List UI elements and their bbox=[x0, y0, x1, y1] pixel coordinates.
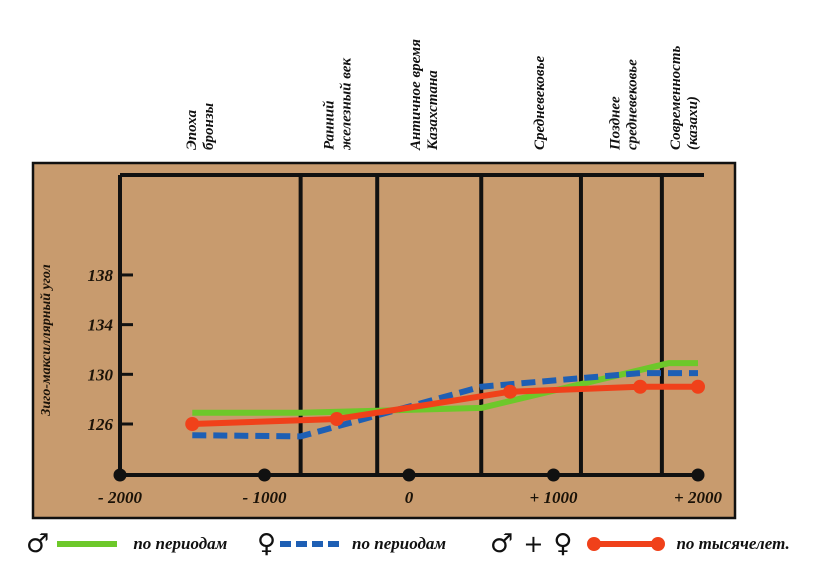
x-tick-dot bbox=[258, 468, 271, 482]
x-tick-label: + 1000 bbox=[530, 488, 578, 507]
period-label-line: бронзы bbox=[201, 103, 217, 150]
legend-label-blue: по периодам bbox=[352, 533, 447, 553]
period-label: Средневековье bbox=[532, 56, 548, 150]
y-axis-label: Зиго-максиллярный угол bbox=[39, 264, 54, 416]
period-label-line: Ранний bbox=[321, 101, 337, 150]
legend-label-red: по тысячелет. bbox=[676, 533, 790, 553]
female-symbol-icon: ♀ bbox=[257, 528, 277, 559]
legend-swatch-red bbox=[587, 536, 666, 551]
y-tick-label: 138 bbox=[88, 266, 114, 285]
period-label-line: железный век bbox=[338, 58, 354, 150]
female-symbol-icon: ♀ bbox=[553, 528, 573, 559]
x-tick-label: 0 bbox=[405, 488, 414, 507]
legend-swatch-blue bbox=[280, 540, 341, 547]
x-tick-dot bbox=[113, 468, 127, 482]
period-label-line: Позднее bbox=[607, 96, 623, 151]
x-tick-dot bbox=[691, 468, 705, 482]
x-tick-label: - 1000 bbox=[243, 488, 287, 507]
plus-sign: + bbox=[523, 529, 544, 558]
plot-panel bbox=[31, 161, 737, 520]
period-label-line: Казахстана bbox=[425, 70, 441, 151]
period-label: Эпоха бронзы bbox=[184, 103, 217, 150]
x-tick-label: + 2000 bbox=[674, 488, 722, 507]
y-tick-label: 134 bbox=[88, 316, 114, 335]
series-line-1 bbox=[192, 370, 698, 440]
period-label-line: средневековье bbox=[624, 59, 640, 150]
x-tick-dot bbox=[547, 468, 560, 482]
legend-item-combined: ♂ + ♀ по тысячелет. bbox=[490, 520, 790, 567]
period-label: Позднее средневековье bbox=[607, 59, 640, 151]
male-symbol-icon: ♂ bbox=[490, 528, 514, 559]
period-label: Античное время Казахстана bbox=[408, 39, 441, 151]
male-symbol-icon: ♂ bbox=[26, 528, 50, 559]
legend-swatch-green bbox=[57, 540, 118, 547]
legend-item-male: ♂ по периодам bbox=[26, 520, 227, 567]
series-point-2 bbox=[691, 379, 705, 394]
period-label-line: Античное время bbox=[408, 39, 424, 151]
series-line-0 bbox=[192, 360, 698, 416]
y-tick-label: 130 bbox=[88, 365, 114, 384]
legend-label-green: по периодам bbox=[133, 533, 228, 553]
series-point-2 bbox=[185, 417, 200, 431]
series-point-2 bbox=[503, 384, 518, 399]
series-point-2 bbox=[633, 379, 648, 394]
period-label-line: Средневековье bbox=[532, 56, 548, 150]
period-label: Ранний железный век bbox=[321, 58, 354, 150]
period-label-line: Современность bbox=[668, 45, 684, 150]
x-tick-dot bbox=[402, 468, 416, 482]
period-label-line: (казахи) bbox=[685, 96, 701, 150]
legend: ♂ по периодам ♀ по периодам ♂ + ♀ по тыс… bbox=[0, 520, 834, 567]
x-tick-label: - 2000 bbox=[98, 488, 142, 507]
period-label: Современность (казахи) bbox=[668, 45, 701, 150]
legend-item-female: ♀ по периодам bbox=[257, 520, 446, 567]
series-point-2 bbox=[329, 412, 344, 427]
period-label-line: Эпоха bbox=[184, 109, 200, 150]
y-tick-label: 126 bbox=[88, 415, 114, 434]
